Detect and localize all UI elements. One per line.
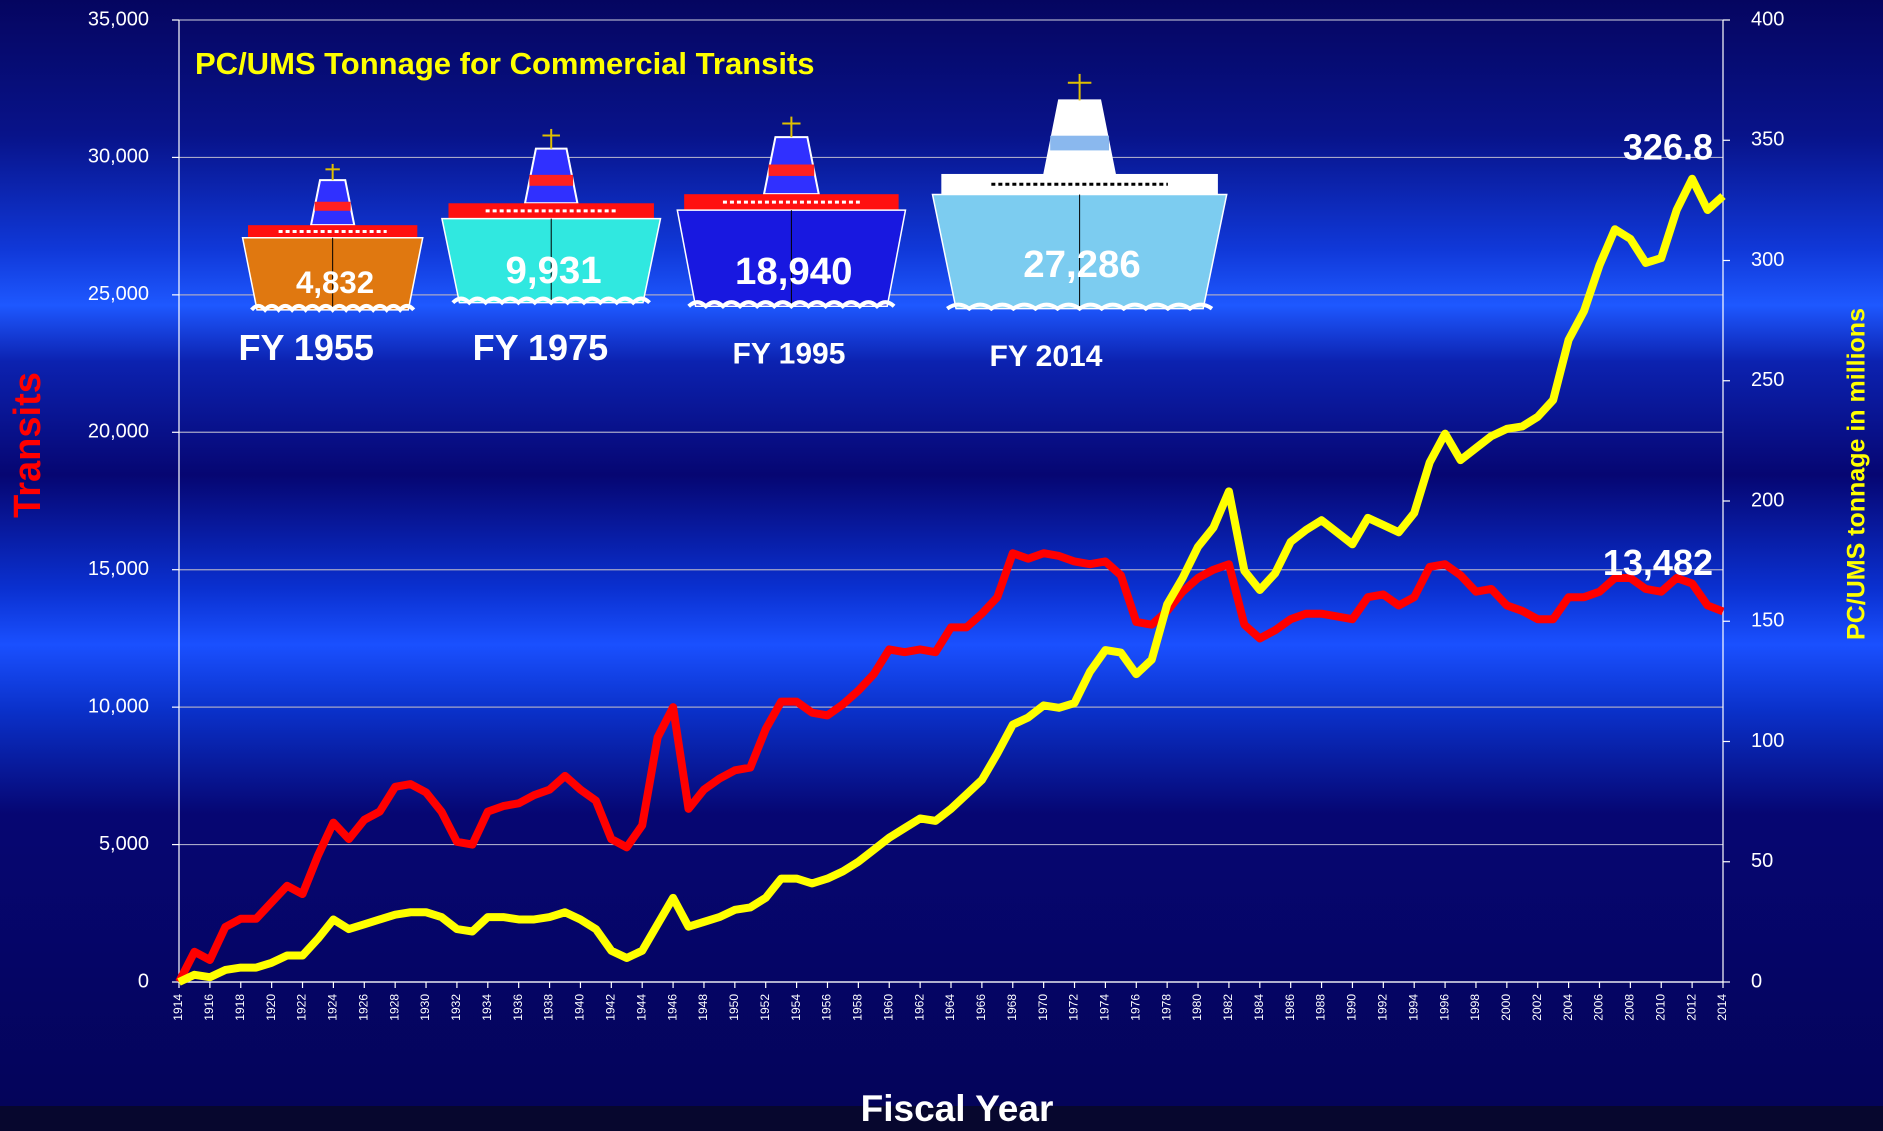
ship-label: FY 1975: [473, 327, 609, 368]
chart-title: PC/UMS Tonnage for Commercial Transits: [195, 46, 815, 81]
x-tick-label: 1956: [820, 994, 834, 1021]
x-tick-label: 1934: [480, 994, 494, 1021]
x-tick-label: 2006: [1592, 994, 1606, 1021]
x-tick-label: 1958: [851, 994, 865, 1021]
x-tick-label: 1998: [1468, 994, 1482, 1021]
x-tick-label: 2010: [1653, 994, 1667, 1021]
x-tick-label: 1992: [1375, 994, 1389, 1021]
y-tick-label: 10,000: [88, 695, 149, 717]
x-tick-label: 1954: [789, 994, 803, 1021]
y-tick-label: 5,000: [99, 833, 149, 855]
ship-value: 4,832: [296, 265, 374, 300]
ship-deck: [248, 225, 417, 238]
ship-label: FY 1955: [238, 327, 374, 368]
x-axis-title: Fiscal Year: [861, 1088, 1054, 1129]
y-tick-label: 30,000: [88, 146, 149, 168]
value-label: 13,482: [1603, 542, 1713, 583]
x-tick-label: 2008: [1623, 994, 1637, 1021]
x-tick-label: 1994: [1406, 994, 1420, 1021]
x-tick-label: 1918: [233, 994, 247, 1021]
x-tick-label: 1946: [665, 994, 679, 1021]
x-tick-label: 1978: [1159, 994, 1173, 1021]
ship-stripe: [529, 175, 573, 186]
x-tick-label: 2004: [1561, 994, 1575, 1021]
x-tick-label: 1936: [511, 994, 525, 1021]
y-tick-label: 35,000: [88, 8, 149, 30]
x-tick-label: 1986: [1283, 994, 1297, 1021]
ship-value: 9,931: [506, 249, 602, 292]
x-tick-label: 2014: [1715, 994, 1729, 1021]
x-tick-label: 1962: [912, 994, 926, 1021]
x-tick-label: 1950: [727, 994, 741, 1021]
y2-axis-title: PC/UMS tonnage in millions: [1843, 308, 1871, 640]
value-label: 326.8: [1623, 127, 1713, 168]
x-tick-label: 1926: [356, 994, 370, 1021]
ship-stripe: [1050, 136, 1109, 151]
x-tick-label: 1984: [1252, 994, 1266, 1021]
y-tick-label: 25,000: [88, 283, 149, 305]
y-tick-label: 20,000: [88, 421, 149, 443]
x-tick-label: 1974: [1098, 994, 1112, 1021]
y-axis-title: Transits: [7, 372, 49, 518]
x-tick-label: 1996: [1437, 994, 1451, 1021]
x-tick-label: 1922: [295, 994, 309, 1021]
ship-deck: [684, 194, 898, 210]
x-tick-label: 2012: [1684, 994, 1698, 1021]
x-tick-label: 1988: [1314, 994, 1328, 1021]
x-tick-label: 1928: [387, 994, 401, 1021]
x-tick-label: 1944: [634, 994, 648, 1021]
y-tick-label: 0: [138, 970, 149, 992]
ship-deck: [941, 174, 1218, 195]
x-tick-label: 1970: [1036, 994, 1050, 1021]
x-tick-label: 1916: [202, 994, 216, 1021]
y2-tick-label: 50: [1751, 850, 1773, 872]
ship-value: 18,940: [735, 250, 852, 293]
page: PC/UMS Tonnage for Commercial Transits F…: [0, 0, 1883, 1131]
y2-tick-label: 400: [1751, 8, 1784, 30]
chart: PC/UMS Tonnage for Commercial Transits F…: [0, 0, 1883, 1131]
x-tick-label: 1964: [943, 994, 957, 1021]
x-tick-label: 1982: [1221, 994, 1235, 1021]
x-tick-label: 1966: [974, 994, 988, 1021]
x-tick-label: 1972: [1067, 994, 1081, 1021]
y-tick-label: 15,000: [88, 558, 149, 580]
x-tick-label: 1914: [171, 994, 185, 1021]
x-tick-label: 1968: [1005, 994, 1019, 1021]
y2-tick-label: 300: [1751, 249, 1784, 271]
x-tick-label: 1942: [603, 994, 617, 1021]
ship-label: FY 1995: [733, 337, 846, 370]
x-tick-label: 2002: [1530, 994, 1544, 1021]
x-tick-label: 1930: [418, 994, 432, 1021]
ship-label: FY 2014: [990, 340, 1103, 373]
ship-value: 27,286: [1023, 243, 1140, 286]
x-tick-label: 1932: [449, 994, 463, 1021]
x-tick-label: 1938: [542, 994, 556, 1021]
ship-stripe: [315, 202, 351, 211]
x-tick-label: 1940: [573, 994, 587, 1021]
x-tick-label: 1960: [881, 994, 895, 1021]
x-tick-label: 1948: [696, 994, 710, 1021]
x-tick-label: 1990: [1345, 994, 1359, 1021]
x-tick-label: 1976: [1128, 994, 1142, 1021]
y2-tick-label: 150: [1751, 610, 1784, 632]
x-tick-label: 1924: [326, 994, 340, 1021]
x-tick-label: 1980: [1190, 994, 1204, 1021]
x-tick-label: 1920: [264, 994, 278, 1021]
ship-stripe: [769, 165, 815, 176]
y2-tick-label: 100: [1751, 730, 1784, 752]
y2-tick-label: 0: [1751, 970, 1762, 992]
y2-tick-label: 350: [1751, 129, 1784, 151]
x-tick-label: 2000: [1499, 994, 1513, 1021]
y2-tick-label: 200: [1751, 489, 1784, 511]
y2-tick-label: 250: [1751, 369, 1784, 391]
x-tick-label: 1952: [758, 994, 772, 1021]
